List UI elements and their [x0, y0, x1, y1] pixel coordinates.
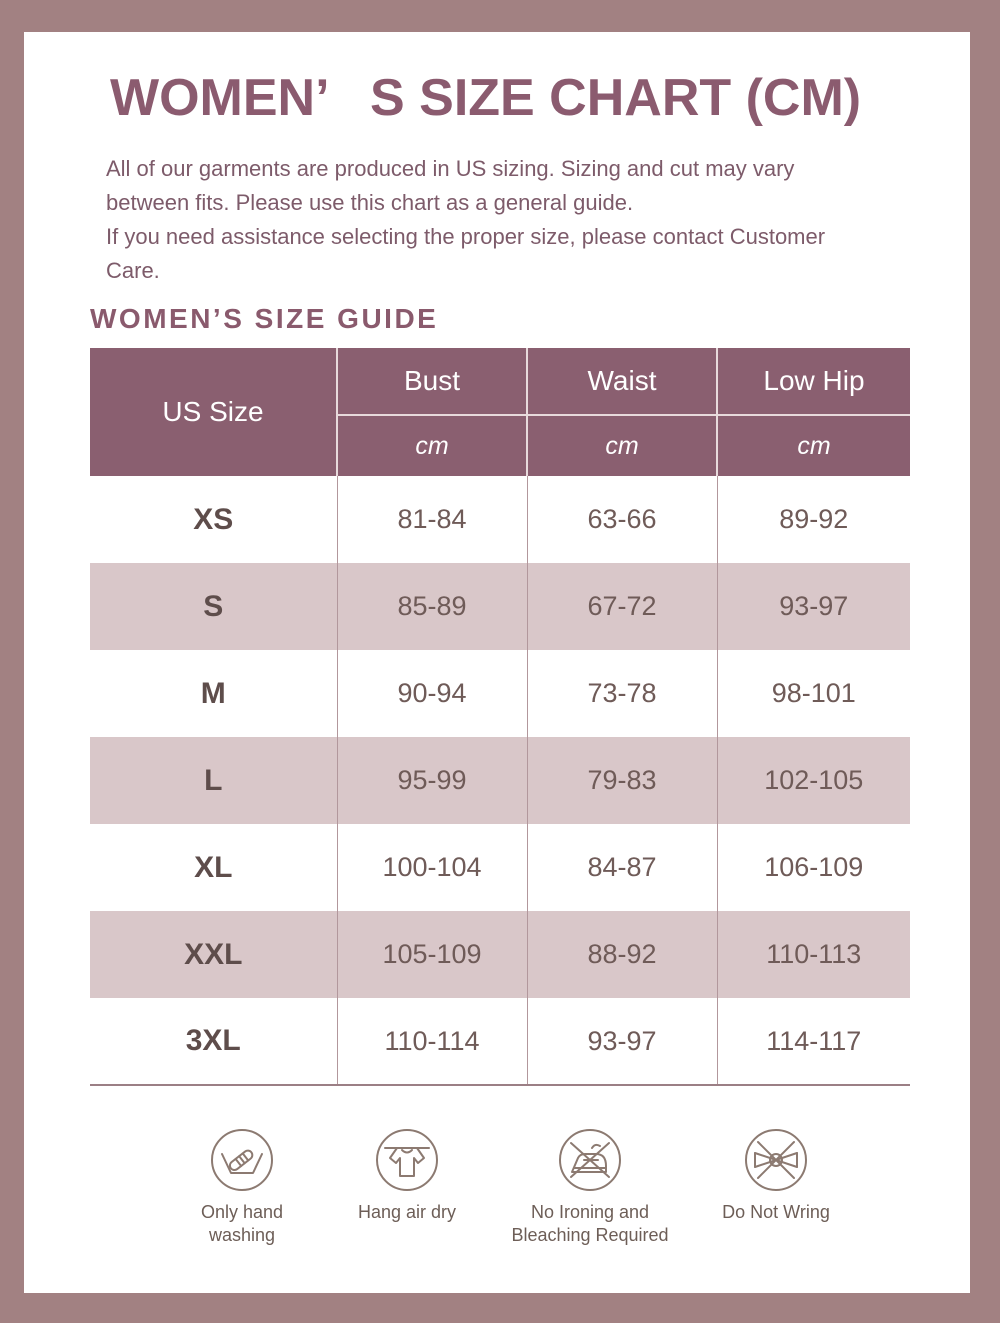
care-item-do-not-wring: Do Not Wring [700, 1128, 852, 1224]
low-hip-value: 93-97 [716, 563, 910, 650]
table-row-xxl: XXL 105-109 88-92 110-113 [90, 911, 910, 998]
low-hip-value: 106-109 [716, 824, 910, 911]
do-not-wring-icon [744, 1128, 808, 1192]
size-label: M [200, 676, 226, 710]
column-header-waist: Waist [526, 348, 717, 415]
unit-label: cm [716, 414, 910, 476]
bust-value: 85-89 [336, 563, 527, 650]
column-header-low-hip: Low Hip [716, 348, 910, 415]
table-row-3xl: 3XL 110-114 93-97 114-117 [90, 998, 910, 1086]
waist-value: 79-83 [526, 737, 717, 824]
size-label: XL [194, 850, 233, 884]
intro-line: All of our garments are produced in US s… [106, 156, 795, 181]
intro-line: If you need assistance selecting the pro… [106, 224, 826, 249]
waist-value: 88-92 [526, 911, 717, 998]
column-header-bust: Bust [336, 348, 527, 415]
section-heading: WOMEN’S SIZE GUIDE [90, 303, 439, 334]
waist-value: 73-78 [526, 650, 717, 737]
intro-line: Care. [106, 258, 160, 283]
bust-value: 90-94 [336, 650, 527, 737]
bust-value: 100-104 [336, 824, 527, 911]
size-chart-table: US Size Bust Waist Low Hip cm cm cm XS 8… [90, 348, 910, 1086]
low-hip-value: 102-105 [716, 737, 910, 824]
care-label: No Ironing and Bleaching Required [511, 1202, 669, 1245]
bust-value: 95-99 [336, 737, 527, 824]
low-hip-value: 114-117 [716, 998, 910, 1086]
low-hip-value: 89-92 [716, 476, 910, 563]
care-label: Do Not Wring [722, 1202, 830, 1222]
table-row-m: M 90-94 73-78 98-101 [90, 650, 910, 737]
care-item-hang-dry: Hang air dry [334, 1128, 480, 1224]
unit-label: cm [526, 414, 717, 476]
table-row-xl: XL 100-104 84-87 106-109 [90, 824, 910, 911]
size-label: S [203, 589, 224, 623]
content-panel: WOMEN’ S SIZE CHART (CM) All of our garm… [24, 32, 970, 1293]
page-title: WOMEN’ S SIZE CHART (CM) [110, 69, 862, 127]
intro-line: between fits. Please use this chart as a… [106, 190, 634, 215]
intro-paragraph: All of our garments are produced in US s… [106, 152, 970, 288]
hang-dry-icon [375, 1128, 439, 1192]
waist-value: 67-72 [526, 563, 717, 650]
size-label: XXL [184, 937, 243, 971]
bust-value: 110-114 [336, 998, 527, 1086]
care-item-hand-wash: Only hand washing [150, 1128, 334, 1247]
care-instructions: Only hand washing Hang air dry [150, 1128, 970, 1247]
care-item-no-iron: No Ironing and Bleaching Required [480, 1128, 700, 1247]
size-label: 3XL [90, 998, 337, 1086]
bust-value: 81-84 [336, 476, 527, 563]
bust-value: 105-109 [336, 911, 527, 998]
care-label: Hang air dry [357, 1202, 457, 1222]
low-hip-value: 110-113 [716, 911, 910, 998]
care-label: Only hand washing [200, 1202, 284, 1245]
hand-wash-icon [210, 1128, 274, 1192]
waist-value: 93-97 [526, 998, 717, 1086]
waist-value: 63-66 [526, 476, 717, 563]
column-header-us-size: US Size [90, 348, 337, 476]
table-row-xs: XS 81-84 63-66 89-92 [90, 476, 910, 563]
size-label: L [204, 763, 223, 797]
waist-value: 84-87 [526, 824, 717, 911]
low-hip-value: 98-101 [716, 650, 910, 737]
size-label: XS [193, 502, 234, 536]
table-row-l: L 95-99 79-83 102-105 [90, 737, 910, 824]
table-row-s: S 85-89 67-72 93-97 [90, 563, 910, 650]
no-iron-icon [558, 1128, 622, 1192]
unit-label: cm [336, 414, 527, 476]
